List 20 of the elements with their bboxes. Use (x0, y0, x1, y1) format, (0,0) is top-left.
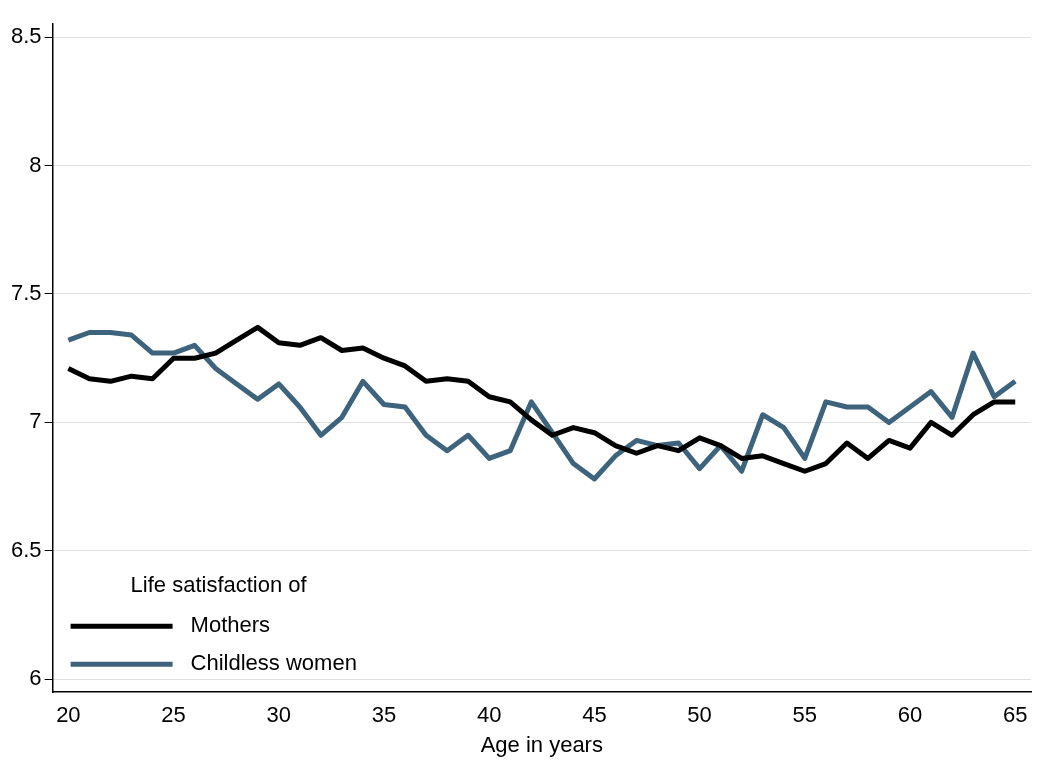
x-tick-label: 50 (687, 702, 712, 728)
x-tick-label: 40 (476, 702, 502, 728)
y-tick-label: 8.5 (10, 23, 42, 49)
x-tick-label: 35 (371, 702, 397, 728)
x-tick-label: 45 (582, 702, 607, 728)
y-tick-label: 7.5 (10, 280, 42, 306)
x-tick-label: 55 (792, 702, 818, 728)
y-tick-label: 6.5 (10, 536, 42, 562)
y-tick-label: 7 (29, 408, 42, 434)
x-tick-label: 60 (897, 702, 923, 728)
legend-label: Mothers (190, 612, 271, 638)
x-tick-label: 30 (266, 702, 292, 728)
legend-title: Life satisfaction of (130, 572, 308, 598)
x-axis-title: Age in years (480, 731, 603, 757)
x-tick-label: 65 (1002, 702, 1028, 728)
x-tick-label: 25 (161, 702, 186, 728)
y-tick-label: 8 (29, 151, 42, 177)
y-tick-label: 6 (29, 665, 42, 691)
legend-label: Childless women (190, 650, 357, 676)
x-tick-label: 20 (56, 702, 81, 728)
